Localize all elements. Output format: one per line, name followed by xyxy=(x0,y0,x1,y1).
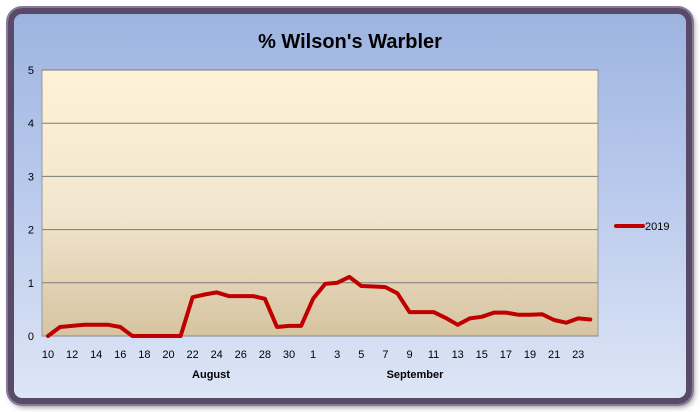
y-tick-label: 5 xyxy=(28,65,34,77)
gridlines xyxy=(42,69,598,337)
y-tick-label: 3 xyxy=(28,171,34,183)
chart-title: % Wilson's Warbler xyxy=(258,31,442,53)
x-tick-label: 15 xyxy=(476,349,488,361)
month-label-august: August xyxy=(192,369,230,381)
x-tick-label: 1 xyxy=(310,349,316,361)
x-tick-label: 20 xyxy=(162,349,174,361)
x-tick-label: 11 xyxy=(428,349,439,361)
x-tick-label: 23 xyxy=(572,349,584,361)
x-tick-label: 17 xyxy=(500,349,512,361)
x-tick-label: 13 xyxy=(452,349,464,361)
x-tick-label: 28 xyxy=(259,349,271,361)
x-tick-label: 26 xyxy=(235,349,247,361)
x-tick-label: 14 xyxy=(90,349,102,361)
series-layer xyxy=(46,274,593,338)
y-tick-label: 2 xyxy=(28,225,34,237)
legend-label-2019: 2019 xyxy=(645,221,669,233)
x-tick-label: 12 xyxy=(66,349,78,361)
x-tick-label: 5 xyxy=(358,349,364,361)
x-tick-label: 7 xyxy=(382,349,388,361)
x-tick-label: 16 xyxy=(114,349,126,361)
x-tick-label: 21 xyxy=(548,349,560,361)
legend: 2019 xyxy=(614,221,669,233)
x-axis: 10 12 14 16 18 20 22 24 26 28 30 1 3 5 7 9 11 13 15 17 19 21 2… xyxy=(42,349,584,381)
x-tick-label: 18 xyxy=(138,349,150,361)
x-tick-label: 24 xyxy=(211,349,223,361)
y-tick-label: 0 xyxy=(28,331,34,343)
y-tick-label: 1 xyxy=(28,278,34,290)
x-tick-label: 30 xyxy=(283,349,295,361)
x-tick-label: 22 xyxy=(186,349,198,361)
month-label-september: September xyxy=(387,369,445,381)
y-axis: 0 1 2 3 4 5 xyxy=(28,65,34,343)
x-tick-label: 9 xyxy=(406,349,412,361)
x-tick-label: 19 xyxy=(524,349,536,361)
x-tick-label: 3 xyxy=(334,349,340,361)
series-line-2019 xyxy=(46,274,593,338)
plot-area xyxy=(41,69,599,337)
y-tick-label: 4 xyxy=(28,118,34,130)
x-tick-label: 10 xyxy=(42,349,54,361)
